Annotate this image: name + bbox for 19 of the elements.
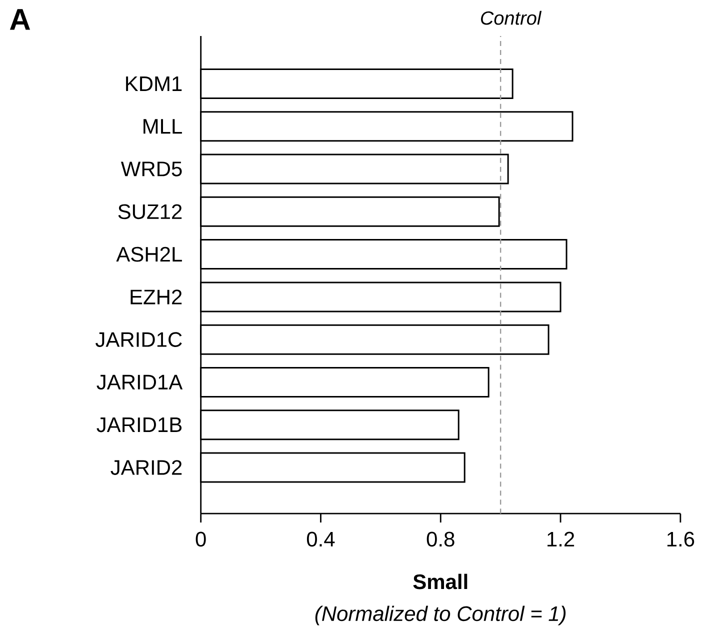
- x-tick-label: 0.8: [426, 532, 454, 546]
- x-tick-label: 0.4: [306, 532, 335, 546]
- x-tick-label: 0: [196, 532, 206, 546]
- y-tick-label: JARID1A: [96, 374, 183, 390]
- y-tick-label: JARID2: [110, 460, 182, 475]
- y-tick-label: EZH2: [130, 289, 182, 304]
- text: (Normalized to Control = 1): [315, 605, 566, 626]
- ref-line-label: Control: [481, 10, 542, 25]
- y-tick-label: ASH2L: [116, 246, 182, 262]
- y-tick-label: WRD5: [120, 161, 182, 176]
- y-tick-label: JARID1C: [96, 332, 182, 347]
- x-axis-title: Small: [413, 574, 468, 589]
- y-tick-label: KDM1: [126, 76, 182, 91]
- y-tick-label: SUZ12: [118, 204, 182, 219]
- y-tick-label: JARID1B: [96, 417, 182, 432]
- y-tick-label: MLL: [144, 118, 182, 134]
- x-tick-label: 1.2: [548, 532, 574, 546]
- x-tick-label: 1.6: [667, 532, 694, 546]
- chart-title: A: [10, 8, 30, 30]
